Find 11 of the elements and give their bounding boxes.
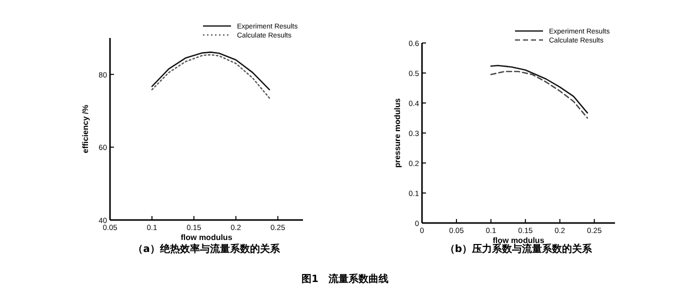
- x-axis-title: flow modulus: [180, 233, 233, 242]
- y-axis-title: efficiency /%: [81, 104, 90, 154]
- line-series: [151, 54, 270, 99]
- line-series: [490, 64, 588, 114]
- y-axis-title: pressure modulus: [393, 98, 402, 168]
- line-series: [490, 70, 588, 119]
- text: （a）绝热效率与流量系数的关系: [133, 243, 281, 255]
- x-axis-title: flow modulus: [492, 236, 545, 245]
- line-series: [151, 52, 270, 90]
- caption: 图1 流量系数曲线: [302, 273, 388, 285]
- text: （b）压力系数与流量系数的关系: [444, 243, 594, 255]
